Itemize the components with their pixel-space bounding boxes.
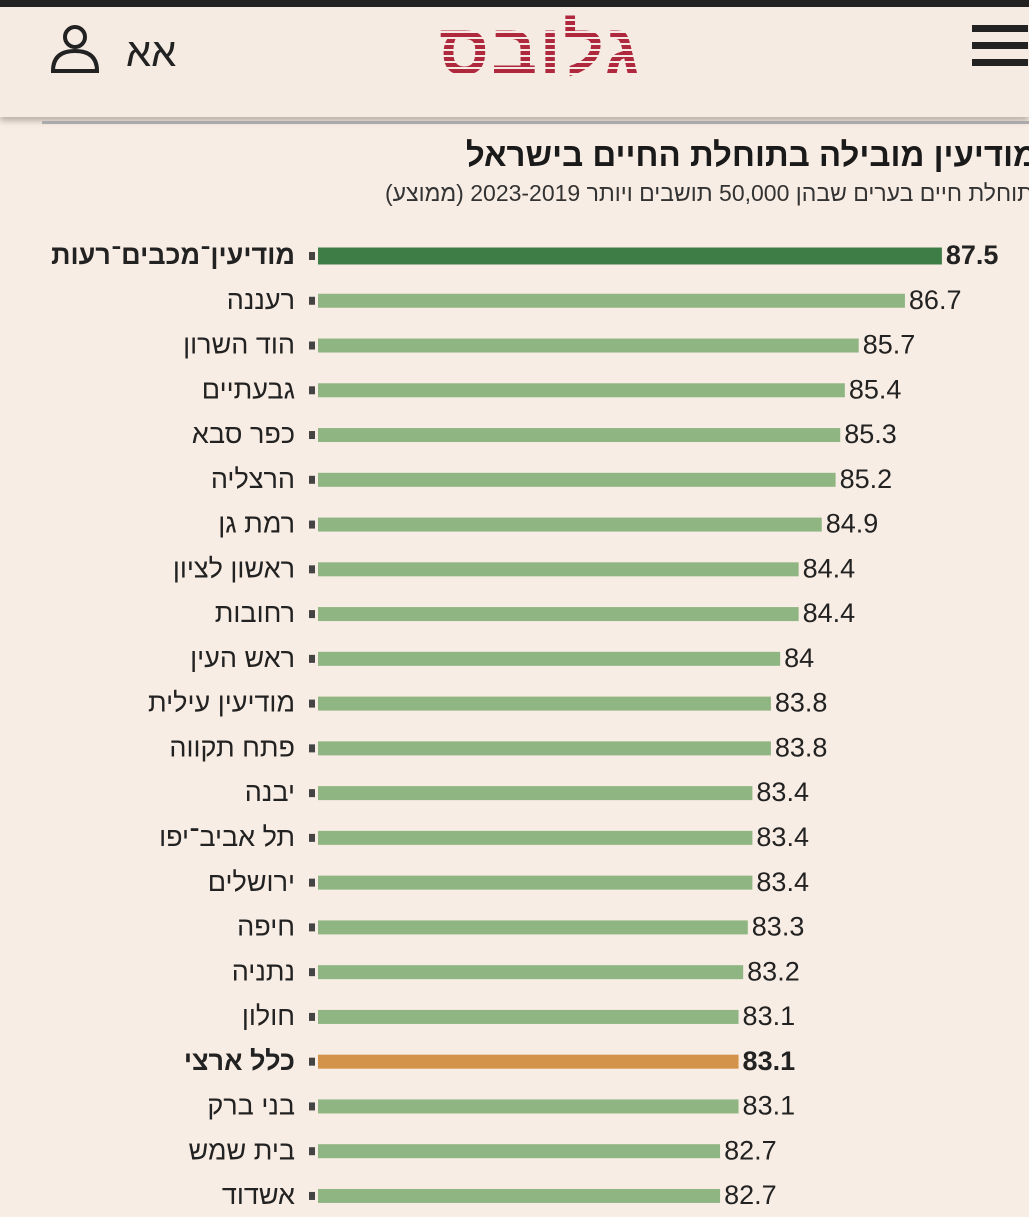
bar [318, 1188, 721, 1203]
bar [318, 383, 845, 398]
value-label: 83.2 [747, 956, 800, 986]
value-label: 84 [784, 643, 814, 673]
value-label: 83.1 [743, 1001, 796, 1031]
category-label: כפר סבא [192, 419, 295, 449]
category-label: מודיעין עילית [148, 688, 295, 718]
category-label: הוד השרון [183, 330, 295, 360]
bar [318, 830, 753, 845]
bar-bullet [309, 520, 315, 529]
category-label: אשדוד [222, 1180, 295, 1210]
bar-bullet [309, 1191, 315, 1200]
bar [318, 741, 771, 756]
value-label: 83.8 [775, 732, 828, 762]
bar-bullet [309, 431, 315, 440]
value-label: 82.7 [724, 1180, 777, 1210]
bar-bullet [309, 654, 315, 663]
value-label: 85.7 [863, 330, 916, 360]
category-label: חולון [242, 1001, 295, 1031]
user-icon[interactable] [45, 19, 105, 79]
category-label: פתח תקווה [169, 732, 295, 762]
value-label: 85.2 [840, 464, 893, 494]
bar-bullet [309, 744, 315, 753]
menu-icon[interactable] [972, 21, 1028, 71]
bar-bullet [309, 1057, 315, 1066]
bar-bullet [309, 565, 315, 574]
logo[interactable]: גלובס [420, 9, 660, 91]
bar-bullet [309, 252, 315, 260]
bar [318, 247, 942, 265]
bar [318, 517, 822, 532]
bar [318, 1054, 739, 1069]
category-label: ראש העין [190, 643, 295, 673]
bar [318, 1009, 739, 1024]
value-label: 83.8 [775, 688, 828, 718]
bar [318, 1099, 739, 1114]
bar [318, 651, 781, 666]
bar-bullet [309, 789, 315, 798]
bar-bullet [309, 296, 315, 305]
value-label: 87.5 [946, 240, 999, 270]
category-label: כלל ארצי [184, 1046, 295, 1076]
bar [318, 562, 799, 577]
bar [318, 293, 905, 308]
value-label: 86.7 [909, 285, 962, 315]
category-label: גבעתיים [202, 374, 295, 404]
value-label: 83.4 [756, 822, 809, 852]
chart-subtitle: תוחלת חיים בערים שבהן 50,000 תושבים ויות… [385, 180, 1029, 206]
category-label: רחובות [215, 598, 295, 628]
value-label: 83.1 [743, 1046, 796, 1076]
bar-bullet [309, 923, 315, 932]
category-label: הרצליה [211, 464, 295, 494]
category-label: ראשון לציון [173, 553, 295, 583]
bar-bullet [309, 833, 315, 842]
divider [42, 121, 1029, 124]
category-label: נתניה [232, 956, 295, 986]
value-label: 83.4 [756, 777, 809, 807]
category-label: מודיעין־מכבים־רעות [51, 240, 295, 270]
category-label: רעננה [227, 285, 295, 315]
font-toggle[interactable]: אא [126, 31, 177, 75]
category-label: בית שמש [189, 1135, 295, 1165]
bar [318, 920, 748, 935]
bar [318, 786, 753, 801]
value-label: 83.1 [743, 1091, 796, 1121]
bar-bullet [309, 475, 315, 484]
value-label: 82.7 [724, 1135, 777, 1165]
category-label: רמת גן [218, 509, 295, 539]
category-label: ירושלים [208, 867, 295, 897]
category-label: יבנה [245, 777, 295, 807]
category-label: תל אביב־יפו [159, 822, 295, 852]
value-label: 84.4 [803, 553, 856, 583]
chart-title: מודיעין מובילה בתוחלת החיים בישראל [465, 136, 1029, 173]
bar-bullet [309, 699, 315, 708]
value-label: 85.4 [849, 374, 902, 404]
bar [318, 607, 799, 622]
bar-bullet [309, 968, 315, 977]
value-label: 83.3 [752, 912, 805, 942]
category-label: חיפה [237, 912, 295, 942]
bar-bullet [309, 341, 315, 350]
category-label: בני ברק [207, 1091, 295, 1121]
bar-bullet [309, 878, 315, 887]
bar [318, 875, 753, 890]
bar [318, 1144, 721, 1159]
value-label: 83.4 [756, 867, 809, 897]
bar [318, 472, 836, 487]
bar-bullet [309, 1147, 315, 1156]
bar [318, 965, 744, 980]
bar [318, 696, 771, 711]
bar-bullet [309, 610, 315, 619]
bar-bullet [309, 1102, 315, 1111]
bar [318, 338, 859, 353]
value-label: 85.3 [844, 419, 897, 449]
bar [318, 428, 841, 443]
bar-bullet [309, 1012, 315, 1021]
value-label: 84.9 [826, 509, 879, 539]
header: אא גלובס [0, 0, 1029, 117]
value-label: 84.4 [803, 598, 856, 628]
bar-bullet [309, 386, 315, 395]
